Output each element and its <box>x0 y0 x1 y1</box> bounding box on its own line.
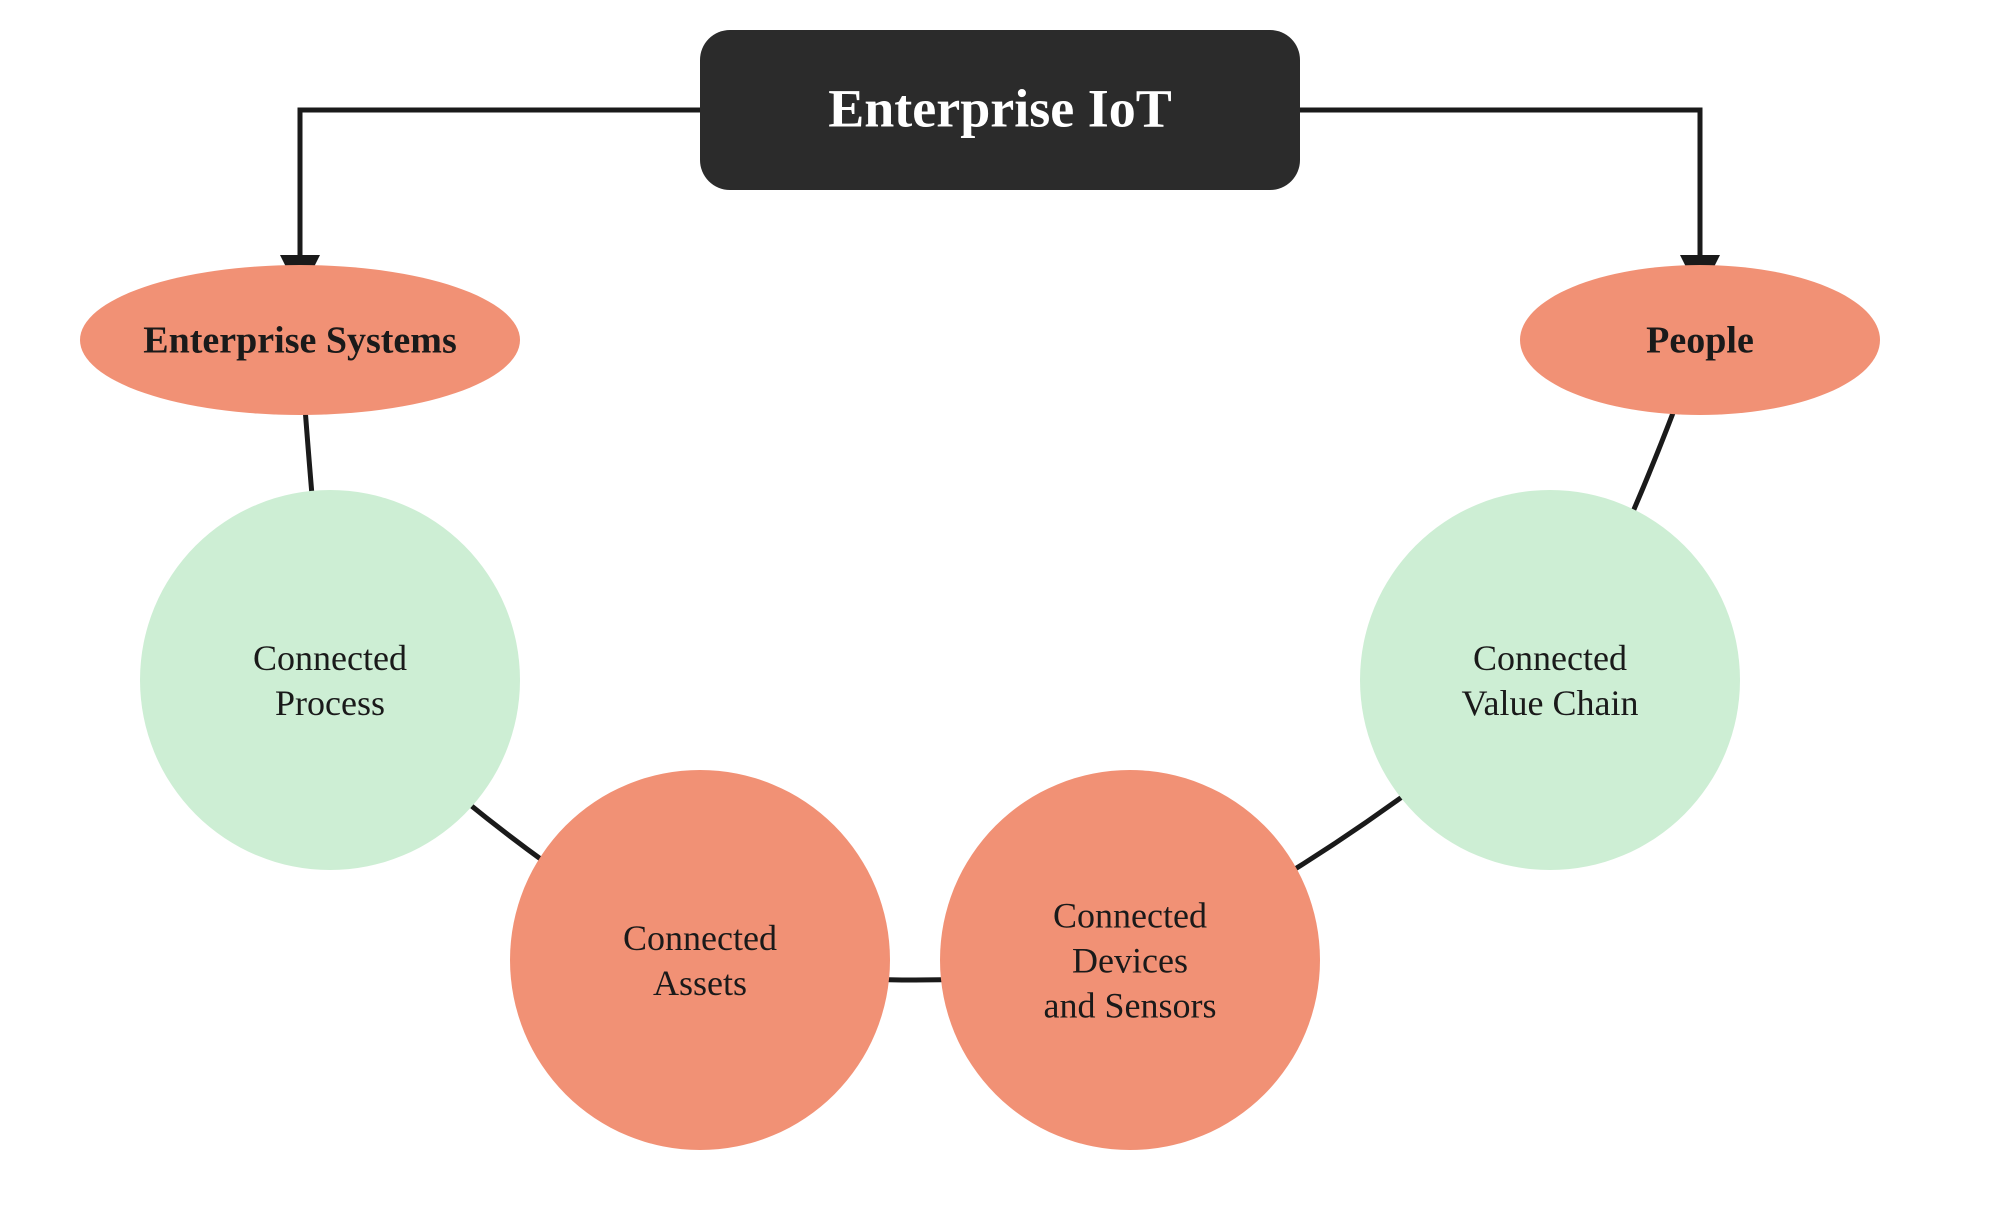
arrow-right <box>1300 110 1700 275</box>
nodes-layer: Enterprise IoT Enterprise Systems People Co… <box>80 30 1880 1150</box>
circle-label-connected-value-chain-l2: Value Chain <box>1462 683 1639 723</box>
circle-label-connected-value-chain-l1: Connected <box>1473 638 1627 678</box>
circle-connected-process <box>140 490 520 870</box>
circle-label-connected-devices-l2: Devices <box>1072 940 1188 980</box>
circle-label-connected-assets-l2: Assets <box>653 963 747 1003</box>
circle-label-connected-process-l2: Process <box>275 683 385 723</box>
enterprise-iot-diagram: Enterprise IoT Enterprise Systems People Co… <box>0 0 2000 1215</box>
circle-connected-value-chain <box>1360 490 1740 870</box>
circle-label-connected-devices-l3: and Sensors <box>1044 985 1217 1025</box>
circle-label-connected-assets-l1: Connected <box>623 918 777 958</box>
ellipse-label-enterprise-systems: Enterprise Systems <box>143 320 456 362</box>
ellipse-label-people: People <box>1646 320 1754 362</box>
circle-label-connected-devices-l1: Connected <box>1053 895 1207 935</box>
title-label: Enterprise IoT <box>828 78 1172 138</box>
circle-label-connected-process-l1: Connected <box>253 638 407 678</box>
circle-connected-assets <box>510 770 890 1150</box>
arrow-left <box>300 110 700 275</box>
